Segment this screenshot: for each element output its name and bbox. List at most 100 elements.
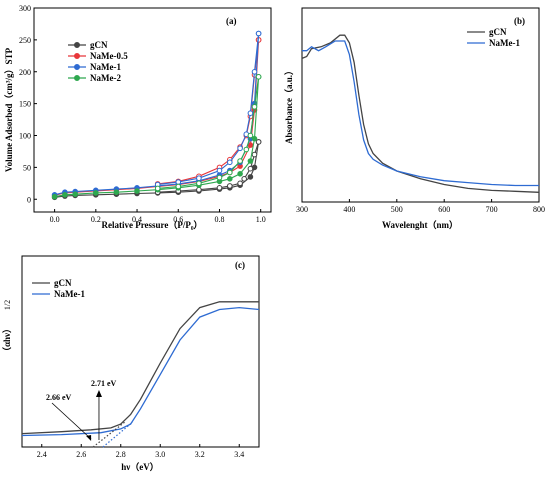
panel-a-ytick-label: 0: [27, 195, 31, 204]
series-line-NaMe-0.5-desorption: [157, 39, 260, 185]
data-point-gCN: [227, 183, 233, 189]
annotation-label-NaMe-1: 2.71 eV: [91, 379, 117, 388]
panel-b-xlabel: Wavelenght（nm）: [382, 220, 458, 230]
data-point-NaMe-2: [216, 174, 223, 181]
data-point-NaMe-1: [255, 30, 262, 37]
panel-a-xtick-label: 0.0: [50, 215, 60, 224]
panel-a-legend-entry: NaMe-2: [90, 73, 121, 83]
data-point-gCN: [216, 185, 223, 191]
data-point-NaMe-1: [175, 179, 182, 185]
data-point-gCN: [247, 165, 254, 172]
panel-a-xlabel: Relative Pressure（P/P₀）: [101, 220, 202, 230]
data-point-NaMe-1: [251, 69, 258, 75]
panel-a-xtick-label: 0.6: [173, 215, 183, 224]
data-point-NaMe-2: [255, 74, 262, 80]
panel-a-ytick-label: 250: [19, 36, 31, 45]
series-line-NaMe-1-desorption: [157, 33, 260, 186]
data-point-NaMe-2: [154, 185, 161, 192]
panel-b-ylabel: Absorbance（a.u.）: [284, 66, 294, 144]
annotation-arrowhead-gCN: [86, 435, 92, 441]
panel-a-ylabel: Volume Adsorbed（cm³/g）STP: [4, 47, 14, 172]
panel-c-xtick-label: 2.4: [37, 450, 47, 459]
panel-c-legend-entry: gCN: [54, 278, 72, 288]
data-point-NaMe-2: [247, 132, 254, 139]
data-point-gCN: [255, 139, 262, 145]
data-point-NaMe-2: [227, 169, 233, 176]
panel-b-legend-entry: NaMe-1: [489, 38, 520, 48]
data-point-gCN: [247, 174, 254, 180]
panel-a-ytick-label: 50: [23, 163, 31, 172]
panel-a-xtick-label: 1.0: [256, 215, 266, 224]
series-line-NaMe-2-desorption: [157, 76, 260, 189]
panel-c-xtick-label: 2.6: [76, 450, 86, 459]
data-point-NaMe-2: [72, 191, 78, 197]
data-point-NaMe-1: [196, 175, 202, 181]
panel-b-xtick-label: 500: [391, 205, 403, 214]
panel-b-legend-entry: gCN: [489, 27, 507, 37]
panel-a-legend-entry: gCN: [90, 40, 108, 50]
panel-c-ticks: 2.4 2.6 2.8 3.0 3.2 3.4: [37, 444, 244, 459]
data-point-NaMe-2: [196, 180, 202, 187]
series-line-gCN: [21, 301, 259, 435]
data-point-NaMe-2: [134, 188, 140, 194]
data-point-NaMe-2: [251, 104, 258, 110]
data-point-NaMe-1: [237, 145, 243, 152]
data-point-NaMe-2: [227, 176, 233, 182]
panel-a-letter: (a): [226, 16, 237, 26]
data-point-NaMe-2: [51, 193, 58, 200]
data-point-NaMe-2: [237, 158, 243, 164]
panel-a-xtick-label: 0.2: [91, 215, 101, 224]
panel-a-xtick-label: 0.4: [132, 215, 142, 224]
panel-c-frame: [21, 255, 260, 448]
panel-a-legend-marker: [74, 42, 80, 48]
panel-c-annotations: 2.66 eV 2.71 eV: [46, 379, 133, 448]
panel-a-legend-entry: NaMe-1: [90, 62, 121, 72]
panel-c-xtick-label: 2.8: [116, 450, 126, 459]
data-point-gCN: [237, 180, 243, 187]
series-line-NaMe-1: [21, 306, 260, 437]
panel-a-ytick-label: 200: [19, 68, 31, 77]
data-point-gCN: [196, 186, 202, 193]
data-point-NaMe-2: [113, 189, 120, 195]
panel-c-xtick-label: 3.0: [155, 450, 165, 459]
panel-a-legend-marker: [74, 75, 80, 81]
panel-b-ticks: 300 400 500 600 700 800: [296, 199, 545, 214]
panel-b-xtick-label: 300: [296, 205, 308, 214]
panel-c-xtick-label: 3.2: [195, 450, 205, 459]
panel-c-legend-entry: NaMe-1: [54, 289, 85, 299]
data-point-NaMe-2: [62, 192, 68, 198]
data-point-NaMe-2: [247, 158, 254, 164]
tangent-line-gCN: [92, 421, 126, 448]
panel-a-frame: [33, 7, 272, 213]
panel-a-ytick-label: 100: [19, 132, 31, 141]
panel-c-ylabel-exponent: 1/2: [3, 300, 12, 310]
panel-c-series: [21, 301, 260, 437]
panel-b-xtick-label: 400: [343, 205, 355, 214]
panel-c: 2.4 2.6 2.8 3.0 3.2 3.4 2.66 eV 2.71 eV (c) hν…: [2, 255, 260, 472]
annotation-arrowhead-NaMe-1: [95, 390, 102, 397]
panel-a-ytick-label: 150: [19, 100, 31, 109]
data-point-NaMe-2: [251, 135, 258, 142]
tangent-line-NaMe-1: [102, 421, 133, 448]
panel-b-xtick-label: 600: [438, 205, 450, 214]
panel-c-xlabel: hν（eV）: [121, 462, 159, 472]
panel-b-xtick-label: 700: [486, 205, 498, 214]
data-point-NaMe-1: [216, 167, 223, 174]
data-point-NaMe-2: [175, 183, 182, 190]
data-point-NaMe-2: [93, 190, 99, 196]
panel-c-xtick-label: 3.4: [234, 450, 244, 459]
annotation-label-gCN: 2.66 eV: [46, 393, 72, 402]
data-point-NaMe-1: [247, 110, 254, 116]
data-point-NaMe-1: [227, 159, 233, 166]
panel-b-frame: [301, 7, 540, 203]
series-line-gCN: [301, 34, 540, 193]
panel-a-legend-marker: [74, 53, 80, 59]
panel-a-legend-entry: NaMe-0.5: [90, 51, 128, 61]
panel-b-series: [301, 34, 540, 193]
panel-a-legend-marker: [74, 64, 80, 70]
data-point-gCN: [251, 151, 258, 158]
